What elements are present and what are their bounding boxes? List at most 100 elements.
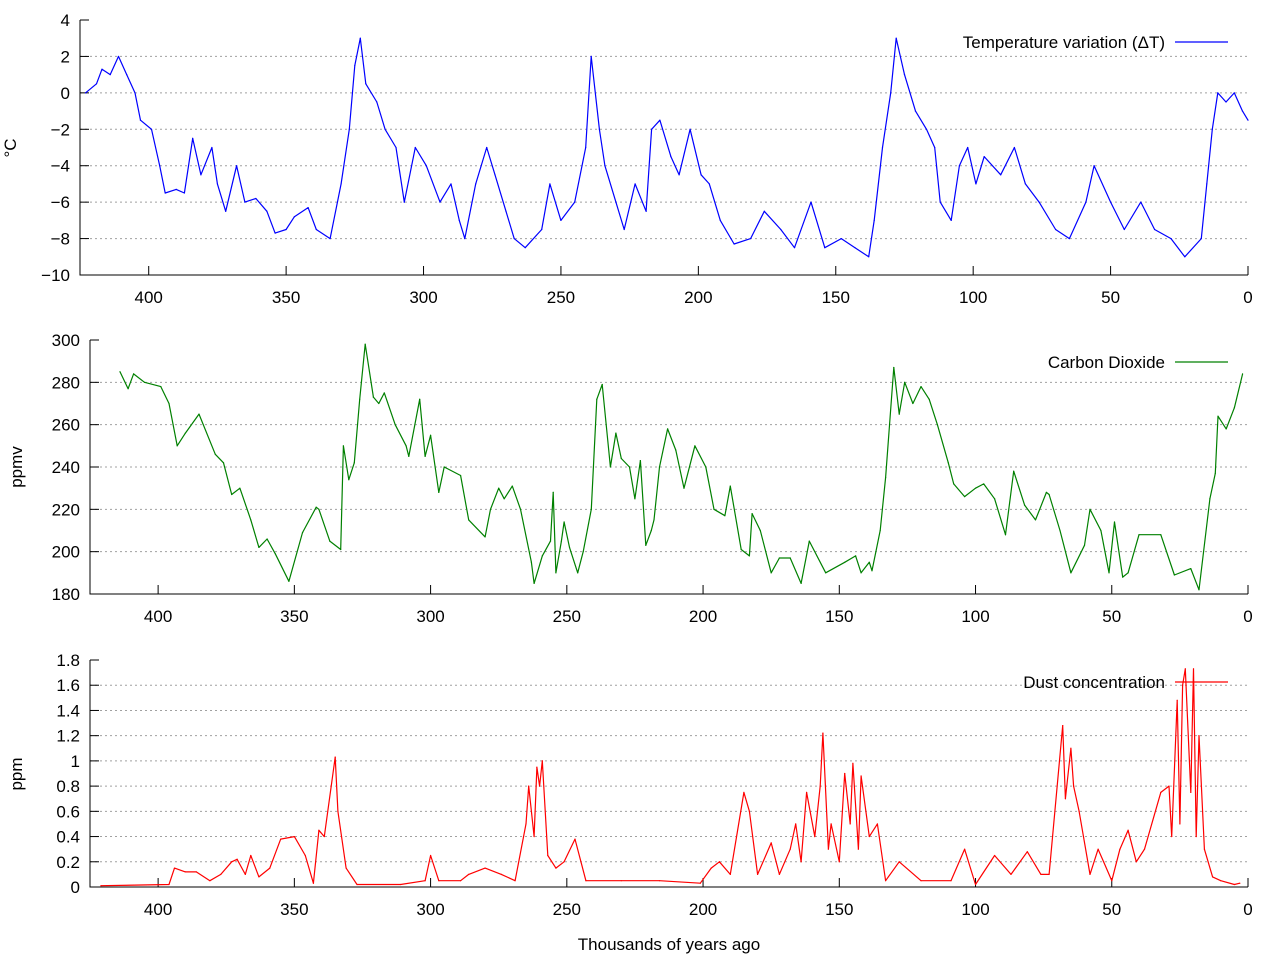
data-point bbox=[168, 402, 170, 405]
data-point bbox=[468, 873, 470, 875]
data-point bbox=[1184, 256, 1186, 258]
data-point bbox=[1108, 572, 1110, 574]
data-point bbox=[255, 197, 257, 200]
data-point bbox=[1138, 534, 1140, 536]
data-point bbox=[541, 760, 543, 762]
data-point bbox=[329, 237, 331, 240]
data-point bbox=[429, 854, 432, 857]
data-point bbox=[628, 466, 631, 468]
y-tick-label: 2 bbox=[61, 47, 70, 66]
data-point bbox=[645, 210, 647, 212]
data-point bbox=[689, 128, 691, 130]
data-point bbox=[1233, 407, 1235, 409]
data-point bbox=[395, 146, 397, 149]
data-point bbox=[770, 572, 772, 574]
data-point bbox=[1109, 201, 1112, 203]
data-point bbox=[1179, 823, 1181, 825]
data-point bbox=[658, 880, 661, 882]
data-point bbox=[459, 880, 462, 882]
data-point bbox=[800, 861, 802, 863]
data-point bbox=[751, 512, 753, 515]
data-point bbox=[101, 68, 103, 70]
data-point bbox=[615, 201, 617, 203]
data-point bbox=[1023, 504, 1026, 506]
data-point bbox=[928, 398, 930, 400]
data-point bbox=[353, 462, 355, 464]
data-point bbox=[533, 582, 535, 585]
data-point bbox=[549, 183, 551, 185]
data-point bbox=[699, 882, 701, 884]
data-point bbox=[925, 128, 928, 130]
data-point bbox=[95, 83, 98, 85]
data-point bbox=[1195, 835, 1197, 838]
data-point bbox=[552, 491, 554, 493]
x-tick-label: 300 bbox=[416, 900, 444, 919]
data-point bbox=[1038, 201, 1040, 203]
y-tick-label: −4 bbox=[51, 157, 70, 176]
data-point bbox=[400, 883, 402, 886]
data-point bbox=[1241, 373, 1244, 375]
data-point bbox=[1233, 92, 1235, 94]
data-point bbox=[1055, 228, 1057, 231]
data-point bbox=[974, 487, 977, 489]
data-point bbox=[164, 192, 166, 194]
data-point bbox=[585, 880, 587, 882]
y-axis-label: ppm bbox=[7, 757, 26, 790]
data-point bbox=[1200, 237, 1202, 240]
x-tick-label: 0 bbox=[1243, 607, 1252, 626]
data-point bbox=[953, 483, 955, 485]
data-point bbox=[1119, 848, 1121, 850]
data-point bbox=[844, 772, 846, 775]
data-point bbox=[1211, 876, 1214, 878]
x-tick-label: 300 bbox=[409, 288, 437, 307]
y-tick-label: −2 bbox=[51, 120, 70, 139]
y-tick-label: 1.6 bbox=[56, 676, 80, 695]
data-point bbox=[898, 413, 900, 415]
data-point bbox=[175, 188, 177, 190]
data-point bbox=[438, 880, 440, 882]
data-point bbox=[749, 237, 752, 240]
data-point bbox=[729, 873, 731, 875]
data-point bbox=[849, 823, 851, 825]
data-point bbox=[819, 785, 821, 787]
data-point bbox=[364, 343, 366, 345]
data-point bbox=[705, 466, 707, 468]
data-point bbox=[1062, 724, 1064, 727]
data-point bbox=[184, 871, 186, 873]
data-point bbox=[683, 487, 685, 489]
data-point bbox=[425, 165, 427, 167]
data-point bbox=[541, 555, 543, 557]
data-point bbox=[563, 521, 565, 523]
data-point bbox=[1225, 101, 1227, 103]
data-point bbox=[1176, 699, 1178, 701]
data-point bbox=[920, 880, 922, 882]
x-tick-label: 150 bbox=[825, 607, 853, 626]
data-point bbox=[759, 529, 761, 532]
data-point bbox=[214, 453, 216, 455]
data-point bbox=[159, 165, 161, 167]
y-tick-label: 240 bbox=[52, 458, 80, 477]
data-point bbox=[494, 174, 496, 176]
data-point bbox=[468, 519, 470, 521]
data-point bbox=[500, 873, 503, 875]
y-tick-label: 4 bbox=[61, 11, 70, 30]
data-point bbox=[718, 861, 721, 863]
y-tick-label: 260 bbox=[52, 416, 80, 435]
legend-label: Dust concentration bbox=[1023, 673, 1165, 692]
data-point bbox=[1153, 228, 1156, 231]
data-point bbox=[964, 848, 966, 850]
data-point bbox=[1214, 472, 1216, 474]
data-point bbox=[743, 791, 745, 794]
data-point bbox=[266, 538, 268, 540]
data-point bbox=[1000, 174, 1002, 176]
data-point bbox=[868, 256, 870, 258]
data-point bbox=[1048, 873, 1050, 875]
data-point bbox=[574, 201, 576, 203]
data-point bbox=[244, 873, 246, 875]
data-point bbox=[530, 561, 533, 563]
data-point bbox=[890, 92, 892, 94]
x-tick-label: 50 bbox=[1102, 900, 1121, 919]
data-point bbox=[1083, 544, 1086, 546]
data-point bbox=[528, 785, 530, 787]
data-point bbox=[525, 823, 527, 825]
